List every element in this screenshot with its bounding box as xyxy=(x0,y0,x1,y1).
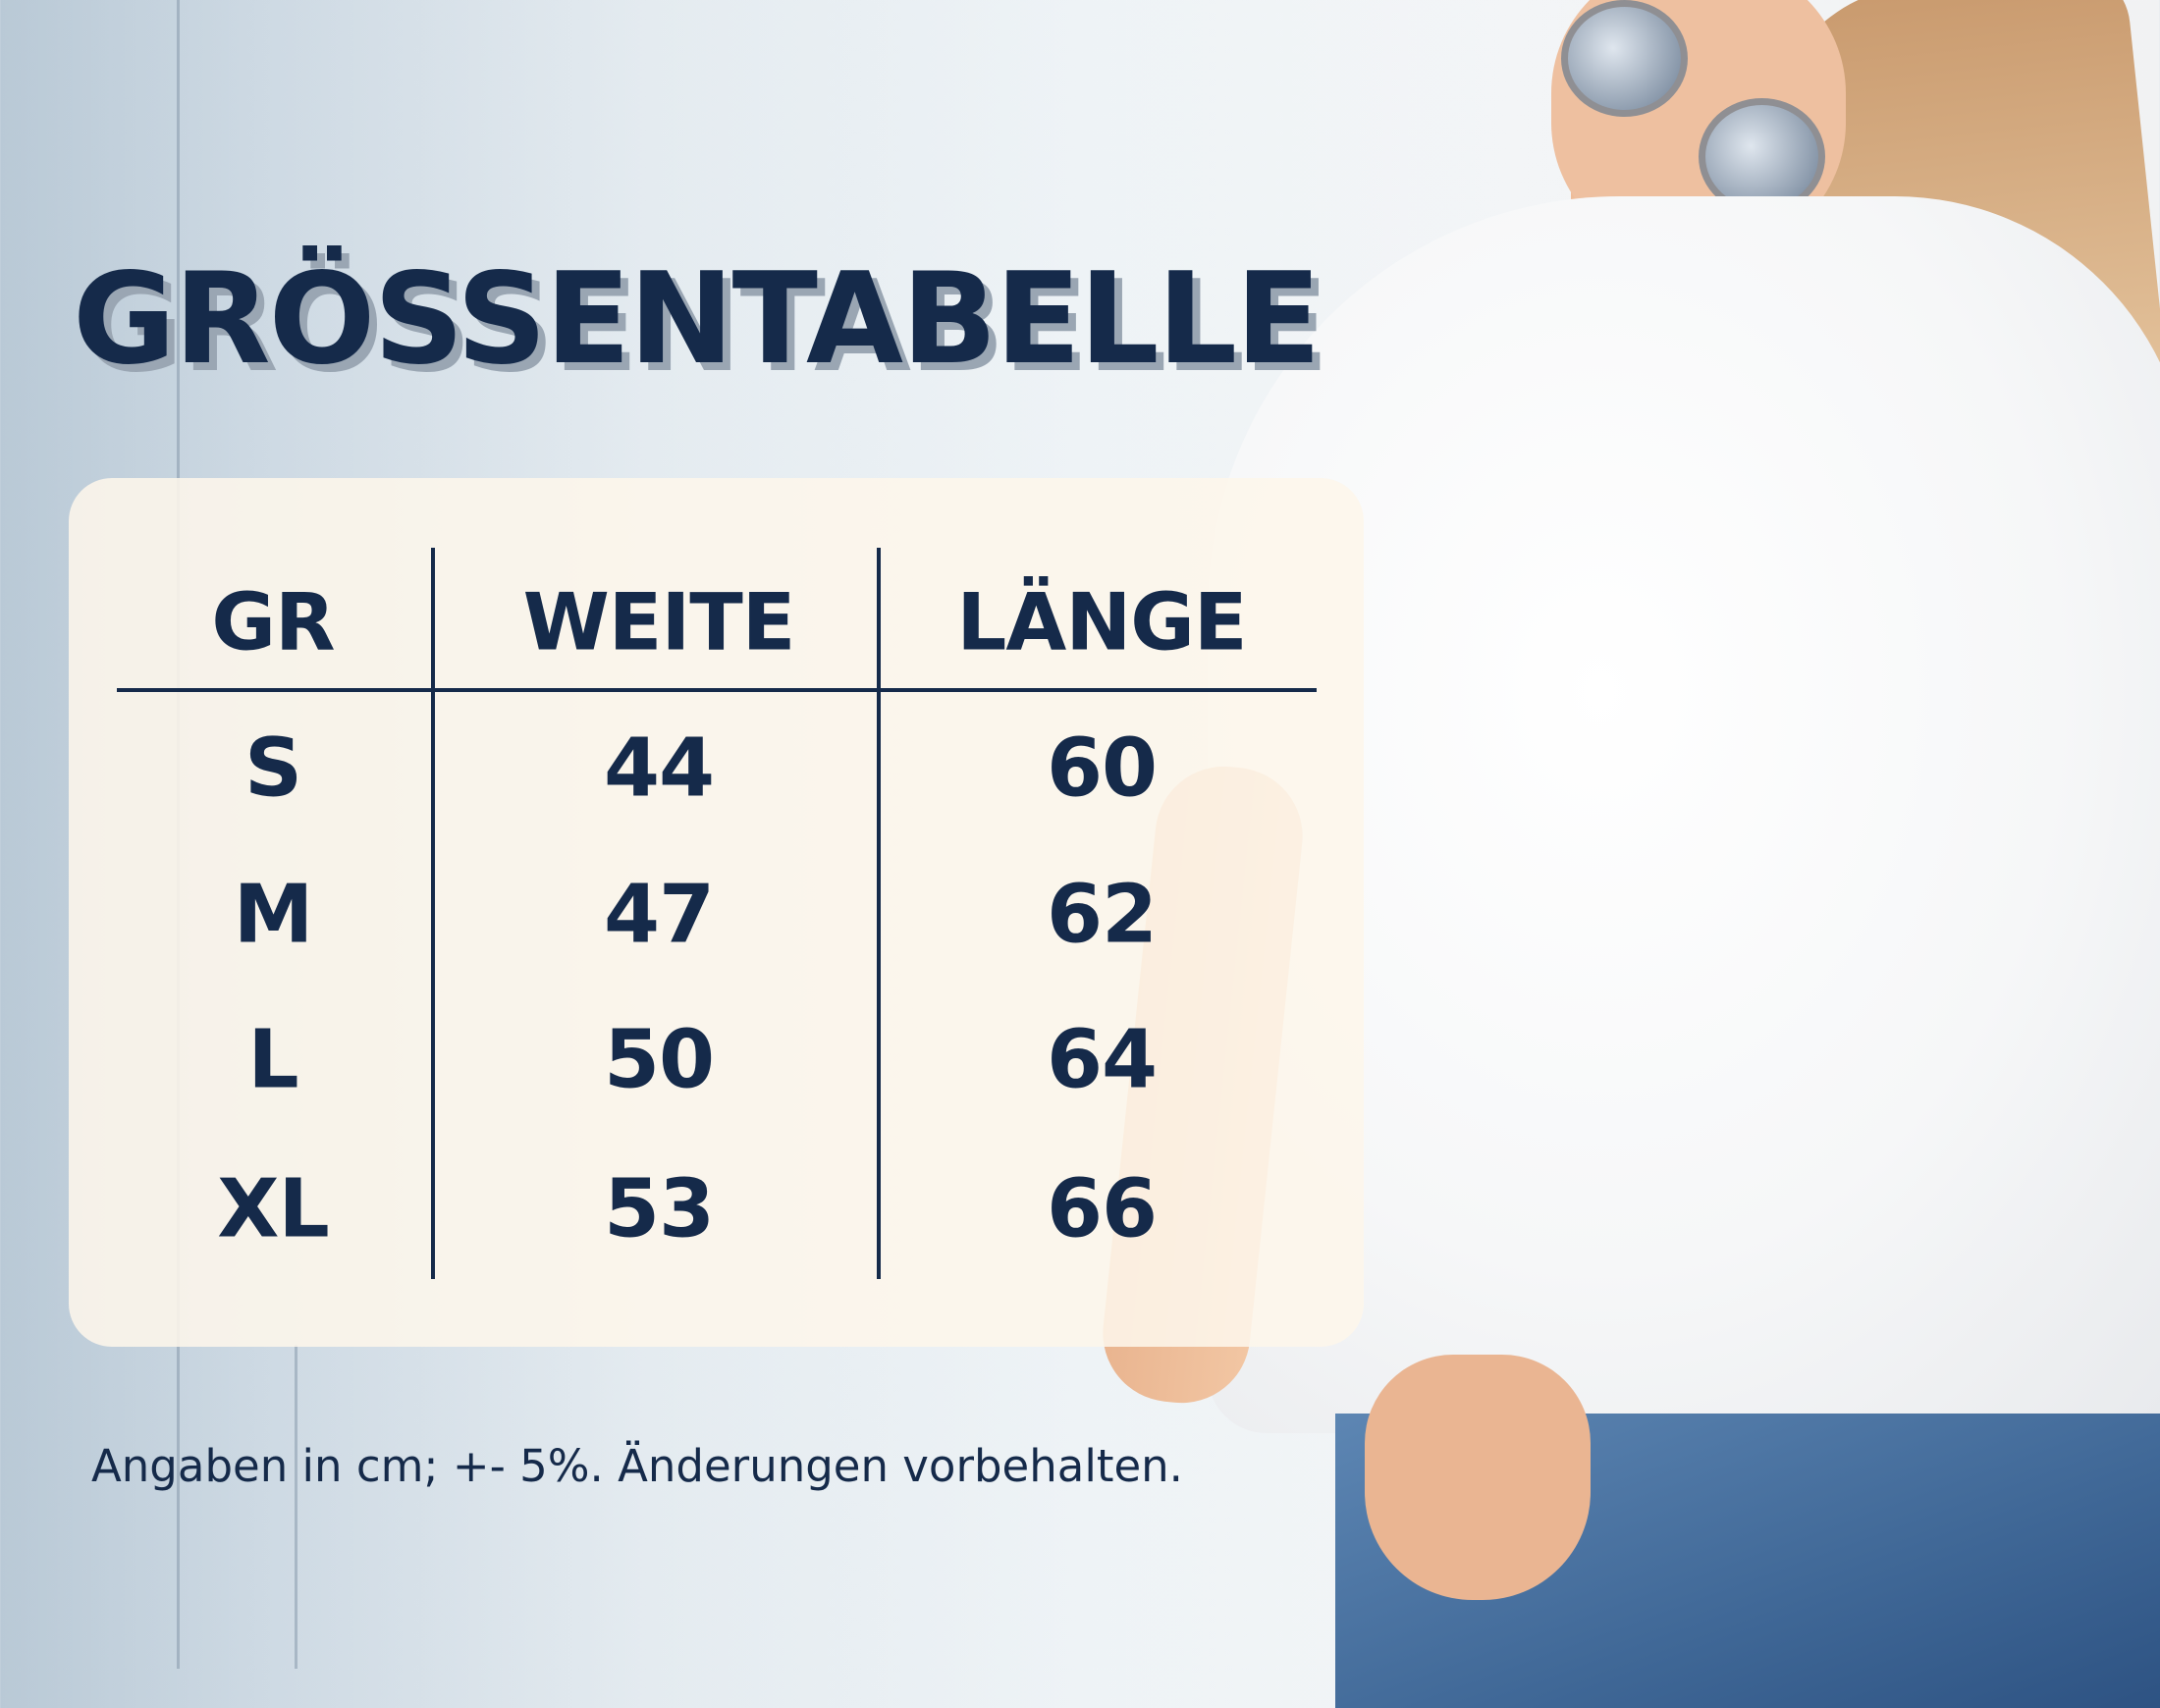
cell-width: 44 xyxy=(603,721,715,816)
cell-length: 64 xyxy=(1046,1013,1158,1107)
size-table-panel xyxy=(69,478,1364,1347)
cell-width: 50 xyxy=(603,1013,715,1107)
header-length: LÄNGE xyxy=(956,576,1247,668)
header-size: GR xyxy=(211,576,335,668)
cell-length: 66 xyxy=(1046,1162,1158,1256)
cell-width: 47 xyxy=(603,868,715,962)
cell-width: 53 xyxy=(603,1162,715,1256)
page-title: GRÖSSENTABELLE xyxy=(73,246,1322,393)
header-divider xyxy=(117,688,1317,692)
cell-size: XL xyxy=(217,1162,329,1256)
cell-size: L xyxy=(247,1013,298,1107)
cell-length: 62 xyxy=(1046,868,1158,962)
footnote: Angaben in cm; +- 5%. Änderungen vorbeha… xyxy=(91,1440,1183,1492)
cell-length: 60 xyxy=(1046,721,1158,816)
column-divider xyxy=(877,548,881,1279)
background-door-edge xyxy=(295,1345,297,1669)
cell-size: S xyxy=(243,721,302,816)
cell-size: M xyxy=(233,868,314,962)
header-width: WEITE xyxy=(522,576,796,668)
column-divider xyxy=(431,548,435,1279)
